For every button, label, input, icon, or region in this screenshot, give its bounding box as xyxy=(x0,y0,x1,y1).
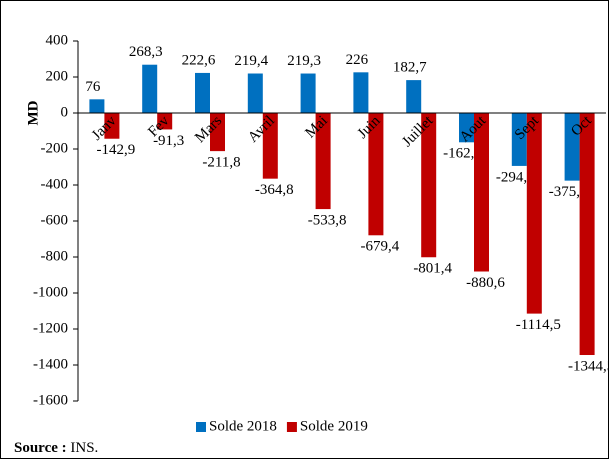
source-label: Source : xyxy=(14,440,67,456)
value-label: -211,8 xyxy=(202,155,240,171)
value-label: 219,4 xyxy=(234,53,268,69)
bar xyxy=(459,113,474,143)
bar xyxy=(247,73,263,113)
legend-swatch xyxy=(196,422,206,432)
bar xyxy=(406,80,422,113)
value-label: -142,9 xyxy=(97,142,136,158)
value-label: -375,8 xyxy=(549,184,588,200)
value-label: -880,6 xyxy=(466,275,505,291)
y-tick-label: -400 xyxy=(41,176,69,192)
bar xyxy=(564,113,580,181)
bar xyxy=(142,64,158,113)
value-label: -91,3 xyxy=(153,133,184,149)
bar xyxy=(89,99,105,113)
value-label: -679,4 xyxy=(361,239,400,255)
bar xyxy=(262,113,278,179)
value-label: 76 xyxy=(85,79,101,95)
value-label: 222,6 xyxy=(182,52,216,68)
bar xyxy=(300,73,316,113)
bar xyxy=(511,113,527,166)
bar xyxy=(368,113,384,236)
value-label: -1344,5 xyxy=(568,358,609,374)
bar xyxy=(526,113,542,314)
value-label: -801,4 xyxy=(413,261,452,277)
bar xyxy=(353,72,369,113)
y-tick-label: 0 xyxy=(61,104,69,120)
value-label: -294,0 xyxy=(496,169,535,185)
legend-label: Solde 2018 xyxy=(209,418,277,434)
bar xyxy=(474,113,489,272)
source: Source : INS. xyxy=(14,440,98,456)
value-label: 268,3 xyxy=(129,44,163,60)
value-label: 182,7 xyxy=(393,60,427,76)
value-label: -533,8 xyxy=(308,213,347,229)
y-tick-label: -1600 xyxy=(33,392,68,408)
bar xyxy=(210,113,225,152)
legend-label: Solde 2019 xyxy=(300,418,368,434)
y-tick-label: -1200 xyxy=(33,320,68,336)
value-label: 226 xyxy=(346,52,369,68)
value-label: -1114,5 xyxy=(516,317,561,333)
bar xyxy=(421,113,437,258)
source-text: INS. xyxy=(70,440,98,456)
y-axis-label: MD xyxy=(25,100,41,125)
bar xyxy=(104,113,120,139)
y-tick-label: -1400 xyxy=(33,356,68,372)
value-label: -364,8 xyxy=(255,182,294,198)
bar xyxy=(315,113,331,210)
y-tick-label: -1000 xyxy=(33,284,68,300)
y-tick-label: -600 xyxy=(41,212,69,228)
y-tick-label: 200 xyxy=(46,68,69,84)
value-label: 219,3 xyxy=(287,53,321,69)
bar xyxy=(157,113,173,130)
legend-swatch xyxy=(286,422,297,432)
y-tick-label: 400 xyxy=(46,32,69,48)
y-tick-label: -200 xyxy=(41,140,69,156)
value-label: -162,8 xyxy=(443,146,482,162)
bar xyxy=(195,72,210,113)
y-tick-label: -800 xyxy=(41,248,69,264)
bar xyxy=(579,113,595,356)
